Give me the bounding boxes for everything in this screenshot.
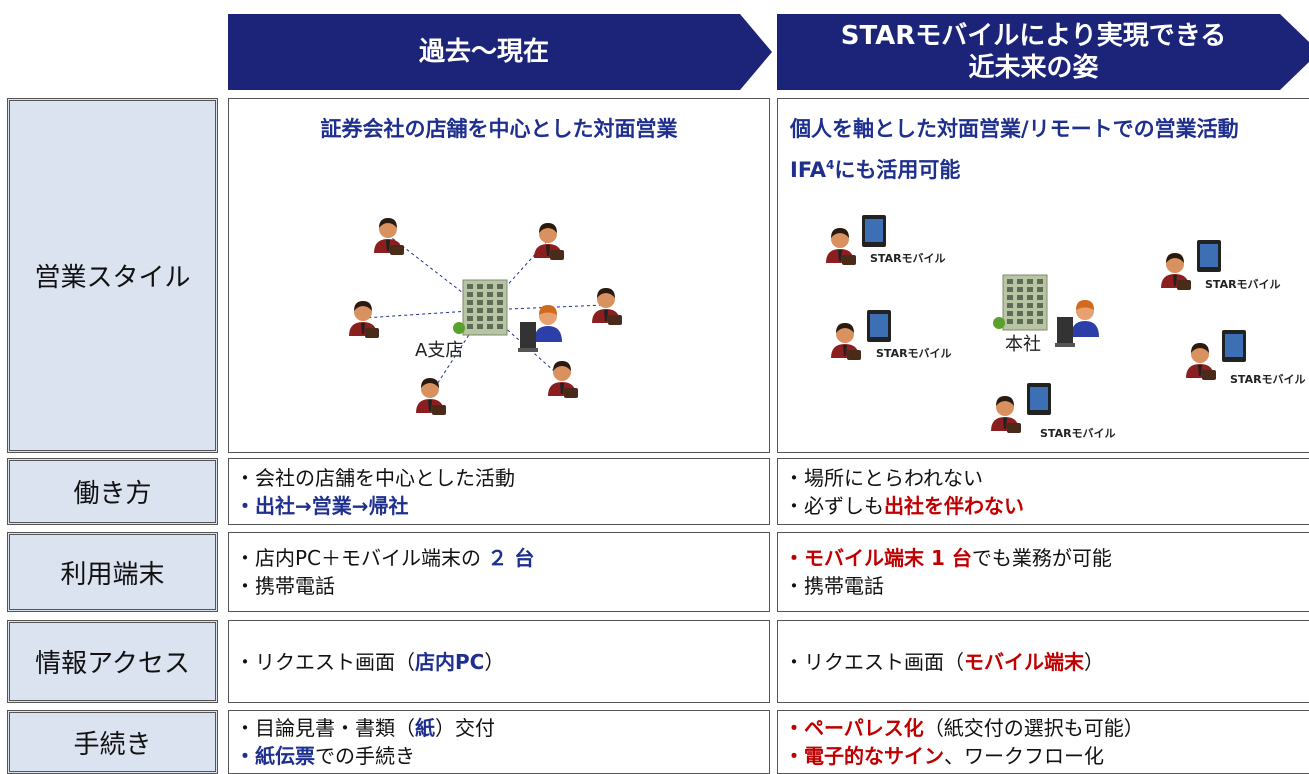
header-line: 過去〜現在 bbox=[418, 37, 549, 67]
text-run: ・場所にとらわれない bbox=[784, 465, 983, 490]
text-line: ・モバイル端末 1 台でも業務が可能 bbox=[784, 544, 1309, 572]
row-cell: ・モバイル端末 1 台でも業務が可能 ・携帯電話 bbox=[777, 532, 1309, 612]
text-run: ・携帯電話 bbox=[235, 574, 335, 598]
text-run: 証券会社の店舗を中心とした対面営業 bbox=[320, 117, 678, 141]
header-arrow bbox=[777, 14, 1309, 90]
text-line: ・場所にとらわれない bbox=[784, 464, 1309, 492]
row-label: 情報アクセス bbox=[7, 620, 218, 703]
text-run: ・リクエスト画面（ bbox=[235, 649, 415, 674]
text-run: ・紙伝票 bbox=[235, 744, 315, 768]
text-run: ） bbox=[1084, 649, 1104, 674]
text-line: ・紙伝票での手続き bbox=[235, 742, 769, 770]
text-run: ・リクエスト画面（ bbox=[784, 649, 964, 674]
text-run: でも業務が可能 bbox=[971, 546, 1112, 570]
text-run: ・携帯電話 bbox=[784, 574, 884, 598]
text-run: ２ 台 bbox=[487, 546, 535, 570]
row-label: 手続き bbox=[7, 710, 218, 774]
text-line: ・必ずしも出社を伴わない bbox=[784, 492, 1309, 520]
header-line: STARモバイルにより実現できる bbox=[840, 21, 1227, 51]
header-line: 近未来の姿 bbox=[968, 53, 1099, 83]
text-run: 、ワークフロー化 bbox=[944, 744, 1104, 768]
row-cell: ・リクエスト画面（モバイル端末） bbox=[777, 620, 1309, 703]
row-cell: 個人を軸とした対面営業/リモートでの営業活動 IFA4にも活用可能 bbox=[777, 98, 1309, 453]
row-cell: 証券会社の店舗を中心とした対面営業 bbox=[228, 98, 770, 453]
text-run: ・目論見書・書類（ bbox=[235, 716, 415, 740]
text-run: ） bbox=[484, 649, 505, 674]
text-run: 店内PC bbox=[415, 649, 485, 674]
text-line: ・リクエスト画面（店内PC） bbox=[235, 648, 769, 676]
text-run: 紙 bbox=[415, 716, 435, 740]
text-run: ・ペーパレス化 bbox=[784, 716, 924, 740]
text-run: （紙交付の選択も可能） bbox=[923, 716, 1144, 740]
text-line: 個人を軸とした対面営業/リモートでの営業活動 bbox=[790, 111, 1309, 147]
row-label: 働き方 bbox=[7, 458, 218, 525]
text-run: 4 bbox=[826, 158, 835, 172]
text-run: IFA bbox=[790, 158, 827, 182]
text-run: 出社を伴わない bbox=[884, 493, 1024, 518]
text-line: ・目論見書・書類（紙）交付 bbox=[235, 714, 769, 742]
text-run: での手続き bbox=[315, 744, 415, 768]
header-text: 過去〜現在 bbox=[228, 14, 740, 90]
text-line: ・携帯電話 bbox=[784, 572, 1309, 600]
text-line: ・電子的なサイン、ワークフロー化 bbox=[784, 742, 1309, 770]
text-line: ・店内PC＋モバイル端末の ２ 台 bbox=[235, 544, 769, 572]
row-cell: ・店内PC＋モバイル端末の ２ 台・携帯電話 bbox=[228, 532, 770, 612]
text-line: IFA4にも活用可能 bbox=[790, 147, 1309, 188]
text-run: にも活用可能 bbox=[834, 158, 961, 182]
row-label: 利用端末 bbox=[7, 532, 218, 612]
text-run: ・必ずしも bbox=[784, 493, 884, 518]
text-run: 個人を軸とした対面営業/リモートでの営業活動 bbox=[790, 117, 1239, 141]
text-line: ・携帯電話 bbox=[235, 572, 769, 600]
row-cell: ・目論見書・書類（紙）交付 ・紙伝票での手続き bbox=[228, 710, 770, 774]
text-line: ・出社→営業→帰社 bbox=[235, 492, 769, 520]
row-cell: ・場所にとらわれない ・必ずしも出社を伴わない bbox=[777, 458, 1309, 525]
text-run: ・店内PC＋モバイル端末の bbox=[235, 546, 488, 570]
text-run: ・電子的なサイン bbox=[784, 744, 944, 768]
text-run: モバイル端末 bbox=[964, 649, 1084, 674]
text-line: ・ペーパレス化（紙交付の選択も可能） bbox=[784, 714, 1309, 742]
row-cell: ・会社の店舗を中心とした活動 ・出社→営業→帰社 bbox=[228, 458, 770, 525]
row-cell: ・ペーパレス化（紙交付の選択も可能） ・電子的なサイン、ワークフロー化 bbox=[777, 710, 1309, 774]
header-text: STARモバイルにより実現できる 近未来の姿 bbox=[777, 14, 1290, 90]
text-line: ・リクエスト画面（モバイル端末） bbox=[784, 648, 1309, 676]
text-run: ）交付 bbox=[435, 716, 495, 740]
text-run: ・会社の店舗を中心とした活動 bbox=[235, 465, 515, 490]
text-line: 証券会社の店舗を中心とした対面営業 bbox=[229, 111, 769, 147]
row-label: 営業スタイル bbox=[7, 98, 218, 453]
text-run: ・モバイル端末 1 台 bbox=[784, 546, 972, 570]
text-line: ・会社の店舗を中心とした活動 bbox=[235, 464, 769, 492]
text-run: ・出社→営業→帰社 bbox=[235, 493, 409, 518]
header-arrow bbox=[228, 14, 772, 90]
row-cell: ・リクエスト画面（店内PC） bbox=[228, 620, 770, 703]
